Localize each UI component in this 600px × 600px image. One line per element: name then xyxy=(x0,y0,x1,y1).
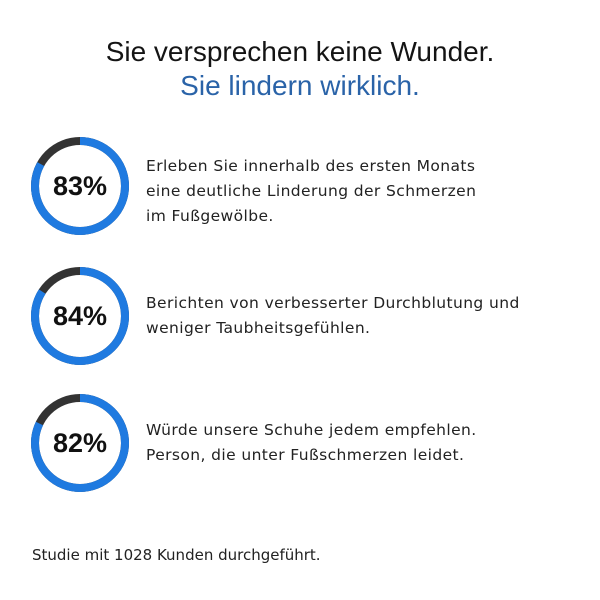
subheadline: Sie lindern wirklich. xyxy=(180,70,420,101)
ring-svg xyxy=(31,267,129,365)
ring-progress xyxy=(31,137,129,235)
desc-line: eine deutliche Linderung der Schmerzen xyxy=(146,182,477,200)
stat-description: Berichten von verbesserter Durchblutung … xyxy=(146,291,586,341)
footnote: Studie mit 1028 Kunden durchgeführt. xyxy=(32,546,321,564)
desc-line: Person, die unter Fußschmerzen leidet. xyxy=(146,446,465,464)
progress-ring xyxy=(30,136,130,236)
desc-line: Berichten von verbesserter Durchblutung … xyxy=(146,294,520,312)
stat-percent: 82% xyxy=(52,428,108,458)
stat-percent: 83% xyxy=(52,171,108,201)
ring-svg xyxy=(31,137,129,235)
stat-item: 83% Erleben Sie innerhalb des ersten Mon… xyxy=(30,136,590,236)
ring-svg xyxy=(31,394,129,492)
stat-item: 82% Würde unsere Schuhe jedem empfehlen.… xyxy=(30,393,590,493)
desc-line: Erleben Sie innerhalb des ersten Monats xyxy=(146,157,476,175)
ring-progress xyxy=(31,267,129,365)
stat-description: Erleben Sie innerhalb des ersten Monats … xyxy=(146,154,586,229)
progress-ring xyxy=(30,393,130,493)
desc-line: weniger Taubheitsgefühlen. xyxy=(146,319,371,337)
stat-percent: 84% xyxy=(52,301,108,331)
ring-progress xyxy=(31,394,129,492)
stat-item: 84% Berichten von verbesserter Durchblut… xyxy=(30,266,590,366)
headline: Sie versprechen keine Wunder. xyxy=(105,36,495,67)
desc-line: im Fußgewölbe. xyxy=(146,207,274,225)
progress-ring xyxy=(30,266,130,366)
stat-description: Würde unsere Schuhe jedem empfehlen. Per… xyxy=(146,418,586,468)
desc-line: Würde unsere Schuhe jedem empfehlen. xyxy=(146,421,477,439)
